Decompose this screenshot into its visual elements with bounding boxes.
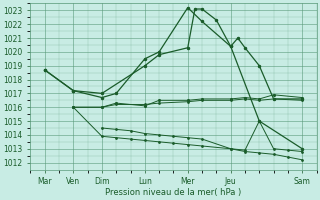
- X-axis label: Pression niveau de la mer( hPa ): Pression niveau de la mer( hPa ): [105, 188, 242, 197]
